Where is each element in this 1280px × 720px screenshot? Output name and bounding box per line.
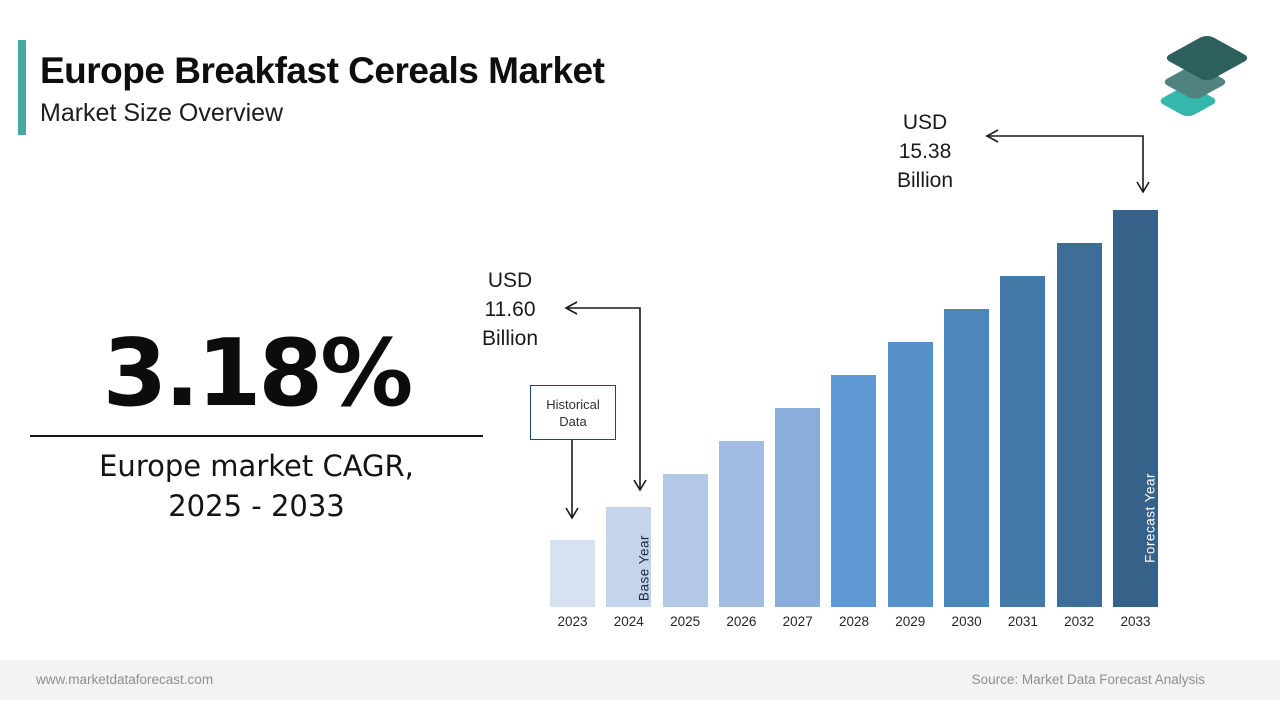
page-subtitle: Market Size Overview bbox=[40, 99, 284, 127]
cagr-caption: Europe market CAGR, 2025 - 2033 bbox=[10, 446, 503, 526]
year-label-2026: 2026 bbox=[726, 614, 757, 629]
year-label-2031: 2031 bbox=[1007, 614, 1038, 629]
year-label-2027: 2027 bbox=[782, 614, 813, 629]
cagr-value: 3.18% bbox=[102, 319, 414, 427]
bar-2030: 2030 bbox=[944, 309, 990, 629]
footer-website: www.marketdataforecast.com bbox=[36, 672, 214, 687]
bar-2029: 2029 bbox=[887, 342, 933, 629]
bar-2027: 2027 bbox=[775, 408, 821, 629]
annotation-base-line2: 11.60 bbox=[484, 298, 536, 321]
stat-divider-line bbox=[30, 435, 483, 437]
annotation-base-value: USD 11.60 Billion bbox=[460, 266, 560, 353]
bar-2028: 2028 bbox=[831, 375, 877, 629]
annotation-forecast-line3: Billion bbox=[896, 169, 954, 192]
base-year-label: Base Year bbox=[636, 534, 652, 601]
forecast-year-label: Forecast Year bbox=[1142, 473, 1158, 563]
historical-box-line2: Data bbox=[559, 413, 587, 429]
year-label-2033: 2033 bbox=[1120, 614, 1151, 629]
bar-2033: 2033 Forecast Year bbox=[1112, 210, 1158, 629]
bar-2023: 2023 bbox=[550, 540, 595, 629]
title-accent-bar bbox=[18, 40, 26, 135]
bar-2026: 2026 bbox=[718, 441, 764, 629]
annotation-base-line3: Billion bbox=[481, 327, 539, 350]
annotation-forecast-line1: USD bbox=[902, 111, 948, 134]
year-label-2023: 2023 bbox=[557, 614, 588, 629]
footer-source: Source: Market Data Forecast Analysis bbox=[971, 672, 1205, 687]
annotation-forecast-value: USD 15.38 Billion bbox=[865, 108, 985, 195]
cagr-caption-line1: Europe market CAGR, bbox=[99, 449, 414, 483]
year-label-2025: 2025 bbox=[670, 614, 701, 629]
historical-box-line1: Historical bbox=[546, 396, 600, 412]
year-label-2028: 2028 bbox=[838, 614, 870, 629]
year-label-2030: 2030 bbox=[951, 614, 982, 629]
brand-logo-layers-icon bbox=[1156, 30, 1252, 122]
cagr-caption-line2: 2025 - 2033 bbox=[168, 489, 345, 523]
bar-2025: 2025 bbox=[662, 474, 708, 629]
footer-band bbox=[0, 660, 1280, 700]
annotation-forecast-line2: 15.38 bbox=[898, 140, 952, 163]
year-label-2029: 2029 bbox=[895, 614, 926, 629]
page-title: Europe Breakfast Cereals Market bbox=[40, 50, 605, 91]
bar-2031: 2031 bbox=[1000, 276, 1046, 629]
bar-chart: 2023 2024 Base Year 2025 2026 2027 2028 2029 203… bbox=[550, 207, 1158, 629]
year-label-2032: 2032 bbox=[1064, 614, 1095, 629]
historical-data-box: Historical Data bbox=[530, 385, 616, 440]
year-label-2024: 2024 bbox=[613, 614, 644, 629]
bar-2024: 2024 Base Year bbox=[606, 507, 652, 629]
annotation-base-line1: USD bbox=[487, 269, 533, 292]
bar-2032: 2032 bbox=[1056, 243, 1102, 629]
